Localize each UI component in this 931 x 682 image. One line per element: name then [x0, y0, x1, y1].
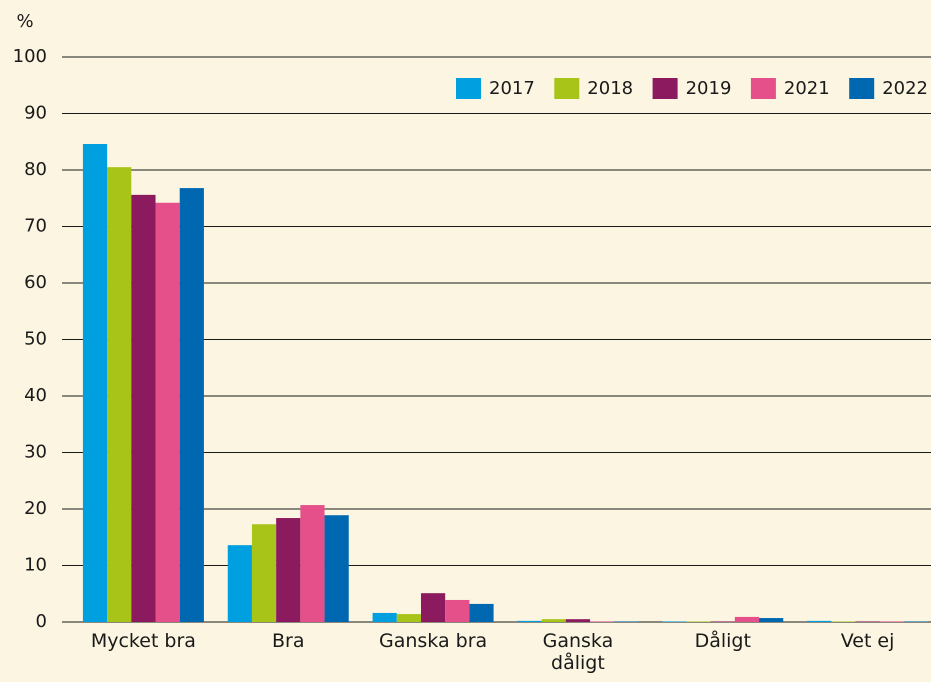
bar — [276, 518, 301, 622]
legend-swatch — [554, 78, 580, 99]
bar — [879, 621, 904, 622]
bar — [420, 593, 446, 622]
y-tick-label: 50 — [24, 329, 47, 350]
bar — [614, 621, 639, 622]
x-tick-label: Ganska bra — [378, 630, 488, 652]
x-tick-label: Bra — [272, 630, 305, 652]
bar — [445, 599, 470, 622]
bar — [710, 621, 735, 622]
y-tick-label: 90 — [24, 103, 47, 124]
bar — [831, 621, 856, 622]
bar — [807, 620, 832, 622]
bar — [686, 621, 711, 622]
y-tick-label: 40 — [24, 385, 47, 406]
bar — [662, 621, 687, 622]
x-tick-label: Ganska dåligt — [542, 630, 614, 674]
bar — [131, 194, 156, 623]
x-tick-label: Dåligt — [694, 630, 751, 652]
legend-swatch — [456, 78, 481, 99]
y-axis-label: % — [16, 11, 33, 32]
y-tick-label: 10 — [24, 555, 47, 576]
y-tick-label: 100 — [13, 46, 47, 67]
bar — [903, 621, 929, 622]
bar — [251, 524, 277, 622]
y-tick-label: 60 — [24, 272, 47, 293]
legend-swatch — [652, 78, 678, 99]
y-tick-label: 0 — [36, 611, 47, 632]
bar — [759, 618, 784, 622]
legend-swatch — [849, 78, 875, 99]
legend-label: 2022 — [882, 78, 928, 99]
bar — [396, 614, 421, 622]
legend-label: 2021 — [784, 78, 830, 99]
bar — [155, 202, 180, 622]
bar — [565, 619, 591, 622]
bar — [179, 188, 204, 622]
y-tick-label: 30 — [24, 442, 47, 463]
y-tick-label: 80 — [24, 159, 47, 180]
bar — [541, 619, 566, 622]
legend-label: 2019 — [686, 78, 732, 99]
legend-label: 2018 — [587, 78, 633, 99]
bar — [469, 603, 494, 622]
y-tick-label: 20 — [24, 498, 47, 519]
legend-swatch — [750, 78, 776, 99]
bar — [82, 144, 108, 622]
x-tick-label: Vet ej — [840, 630, 895, 652]
bar — [227, 545, 252, 622]
bar — [517, 620, 542, 622]
bar — [300, 505, 325, 622]
bar — [734, 616, 760, 622]
x-tick-label: Mycket bra — [90, 630, 196, 652]
y-tick-label: 70 — [24, 216, 47, 237]
bar — [855, 621, 880, 622]
bar — [324, 515, 349, 622]
bar — [372, 612, 397, 622]
bar — [590, 621, 615, 622]
bar — [107, 167, 132, 623]
legend-label: 2017 — [489, 78, 535, 99]
